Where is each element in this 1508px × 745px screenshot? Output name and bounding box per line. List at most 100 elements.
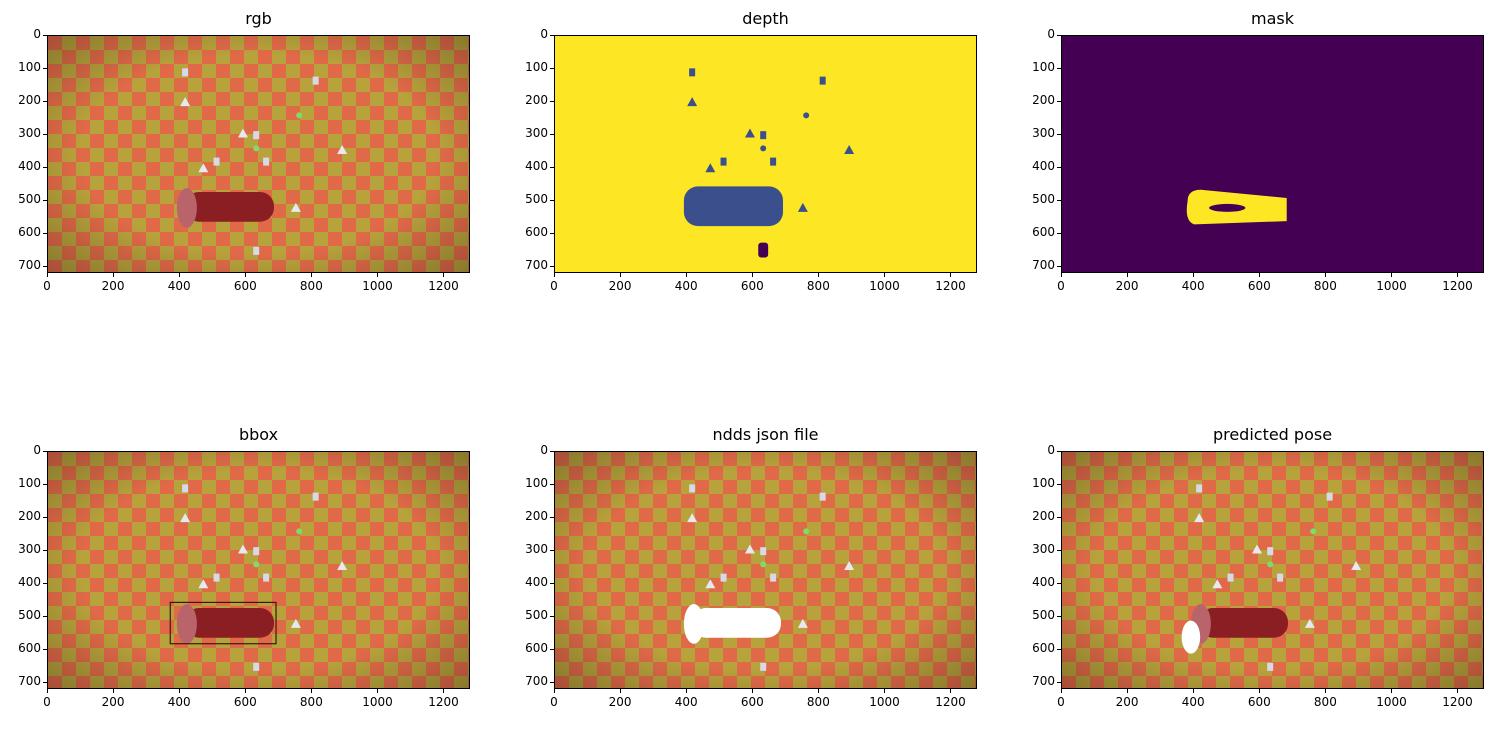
y-tick-label: 600: [18, 225, 41, 240]
panel-title: rgb: [245, 9, 272, 28]
scene-object: [1251, 544, 1262, 554]
x-tick-mark: [553, 689, 555, 693]
x-tick-mark: [1126, 273, 1128, 277]
x-tick-mark: [244, 273, 246, 277]
scene-object: [720, 573, 727, 582]
x-tick-label: 800: [299, 695, 323, 709]
x-tick-label: 600: [740, 695, 764, 709]
y-tick-label: 600: [525, 225, 548, 240]
x-tick-mark: [443, 273, 445, 277]
y-tick-label: 600: [525, 641, 548, 656]
x-tick-mark: [1457, 689, 1459, 693]
scene-object: [744, 128, 755, 138]
x-tick-label: 200: [1115, 279, 1139, 293]
x-tick-label: 1200: [428, 695, 459, 709]
scene-object: [1196, 484, 1203, 493]
scene-object: [253, 662, 260, 671]
y-tick-mark: [1057, 265, 1061, 267]
scene-object: [296, 112, 303, 119]
x-tick-mark: [178, 273, 180, 277]
scene-object: [312, 76, 319, 85]
x-tick-label: 0: [43, 279, 51, 293]
y-tick-label: 500: [1032, 608, 1055, 623]
scene-object: [760, 131, 767, 140]
scene-object: [1310, 528, 1317, 535]
y-tick-label: 600: [1032, 225, 1055, 240]
scene-object: [1277, 573, 1284, 582]
y-tick-label: 200: [1032, 93, 1055, 108]
scene-object: [290, 202, 301, 212]
y-tick-label: 400: [18, 159, 41, 174]
scene-object: [237, 128, 248, 138]
scene-object: [1267, 547, 1274, 556]
x-tick-label: 600: [233, 695, 257, 709]
y-tick-mark: [1057, 681, 1061, 683]
y-tick-label: 700: [525, 674, 548, 689]
x-tick-mark: [950, 273, 952, 277]
scene-object: [198, 579, 209, 589]
y-tick-mark: [550, 549, 554, 551]
scene-object: [689, 68, 696, 77]
x-tick-label: 600: [1247, 695, 1271, 709]
y-tick-mark: [1057, 615, 1061, 617]
scene-object: [180, 97, 191, 107]
panel-image: [1061, 35, 1484, 273]
y-tick-mark: [43, 516, 47, 518]
y-tick-label: 600: [1032, 641, 1055, 656]
scene-object: [1227, 573, 1234, 582]
y-tick-mark: [43, 166, 47, 168]
scene-object: [1351, 561, 1362, 571]
x-tick-label: 800: [1313, 279, 1337, 293]
x-tick-label: 200: [1115, 695, 1139, 709]
y-tick-mark: [1057, 549, 1061, 551]
x-tick-mark: [310, 273, 312, 277]
x-tick-mark: [883, 689, 885, 693]
x-tick-label: 0: [1057, 695, 1065, 709]
x-tick-mark: [1390, 273, 1392, 277]
y-tick-mark: [1057, 648, 1061, 650]
panel-image: [1061, 451, 1484, 689]
scene-object: [337, 145, 348, 155]
x-tick-label: 1200: [1442, 695, 1473, 709]
x-tick-mark: [1258, 273, 1260, 277]
x-tick-label: 400: [167, 279, 191, 293]
y-tick-mark: [43, 34, 47, 36]
y-tick-label: 700: [1032, 258, 1055, 273]
x-tick-label: 400: [1181, 279, 1205, 293]
y-tick-mark: [1057, 166, 1061, 168]
x-tick-mark: [443, 689, 445, 693]
y-tick-label: 100: [1032, 60, 1055, 75]
scene-object: [760, 662, 767, 671]
y-tick-mark: [43, 100, 47, 102]
y-tick-mark: [1057, 232, 1061, 234]
x-tick-mark: [1126, 689, 1128, 693]
y-tick-mark: [43, 483, 47, 485]
x-tick-label: 600: [233, 279, 257, 293]
y-tick-label: 300: [18, 542, 41, 557]
y-tick-mark: [1057, 199, 1061, 201]
y-tick-label: 500: [1032, 192, 1055, 207]
y-tick-mark: [550, 582, 554, 584]
scene-object: [760, 145, 767, 152]
x-tick-label: 200: [101, 279, 125, 293]
x-tick-label: 800: [299, 279, 323, 293]
x-tick-mark: [685, 689, 687, 693]
scene-object: [253, 246, 260, 255]
x-tick-mark: [1457, 273, 1459, 277]
scene-object: [1326, 492, 1333, 501]
y-tick-label: 500: [18, 608, 41, 623]
x-tick-label: 0: [550, 695, 558, 709]
x-tick-label: 1000: [869, 695, 900, 709]
y-tick-mark: [1057, 100, 1061, 102]
y-tick-label: 100: [525, 476, 548, 491]
y-tick-mark: [1057, 483, 1061, 485]
y-tick-mark: [550, 232, 554, 234]
y-tick-label: 0: [33, 443, 41, 457]
y-tick-label: 200: [18, 509, 41, 524]
scene-object: [1267, 561, 1274, 568]
x-tick-mark: [112, 689, 114, 693]
panel-title: mask: [1251, 9, 1294, 28]
y-tick-mark: [43, 232, 47, 234]
y-tick-label: 0: [540, 27, 548, 41]
scene-object: [296, 528, 303, 535]
